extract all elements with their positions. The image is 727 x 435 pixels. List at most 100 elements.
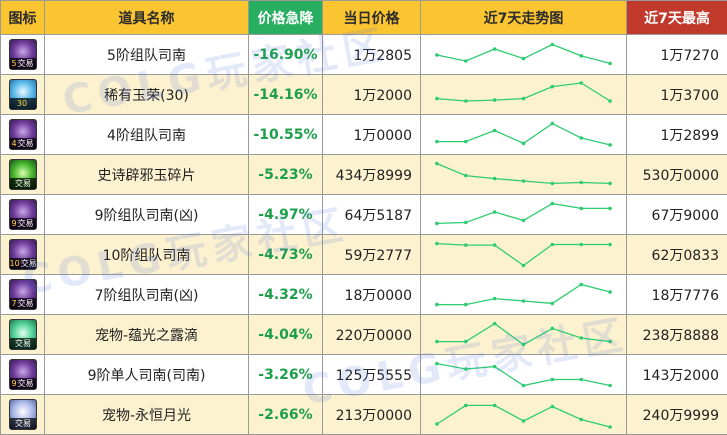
max-price: 62万0833 — [627, 235, 727, 275]
header-name[interactable]: 道具名称 — [45, 1, 249, 35]
price-drop: -4.97% — [249, 195, 323, 235]
tag-number: 9 — [11, 379, 16, 388]
header-trend[interactable]: 近7天走势图 — [421, 1, 627, 35]
tag-number: 30 — [17, 99, 27, 108]
trend-line — [437, 323, 610, 344]
max-price: 530万0000 — [627, 155, 727, 195]
trend-point — [435, 241, 439, 245]
max-price: 238万8888 — [627, 315, 727, 355]
trend-cell — [421, 75, 627, 115]
current-price: 64万5187 — [323, 195, 421, 235]
trend-point — [435, 53, 439, 57]
current-price: 1万0000 — [323, 115, 421, 155]
price-drop: -3.26% — [249, 355, 323, 395]
header-price[interactable]: 当日价格 — [323, 1, 421, 35]
trend-cell — [421, 355, 627, 395]
trend-point — [464, 99, 468, 103]
tag-number: 9 — [11, 219, 16, 228]
current-price: 434万8999 — [323, 155, 421, 195]
purple-gear-icon: 9交易 — [9, 359, 37, 390]
trade-tag: 4交易 — [10, 138, 36, 149]
trend-point — [464, 243, 468, 247]
trend-line — [437, 44, 610, 63]
trend-point — [493, 47, 497, 51]
teal-drop-icon: 交易 — [9, 319, 37, 350]
trend-point — [579, 242, 583, 246]
price-drop: -2.66% — [249, 395, 323, 435]
trend-cell — [421, 155, 627, 195]
icon-cell: 交易 — [1, 155, 45, 195]
tag-text: 交易 — [18, 139, 34, 148]
price-drop: -10.55% — [249, 115, 323, 155]
trend-sparkline — [421, 156, 626, 194]
header-max[interactable]: 近7天最高 — [627, 1, 727, 35]
tag-text: 交易 — [15, 339, 31, 348]
trend-point — [522, 263, 526, 267]
tag-text: 交易 — [21, 259, 37, 268]
trend-point — [579, 54, 583, 58]
icon-cell: 10交易 — [1, 235, 45, 275]
item-name: 5阶组队司南 — [45, 35, 249, 75]
trend-point — [493, 296, 497, 300]
trend-sparkline — [421, 356, 626, 394]
trend-line — [437, 363, 610, 385]
tag-text: 交易 — [18, 379, 34, 388]
trend-sparkline — [421, 276, 626, 314]
purple-gear-icon: 5交易 — [9, 39, 37, 70]
trend-point — [579, 377, 583, 381]
trend-point — [522, 96, 526, 100]
max-price: 240万9999 — [627, 395, 727, 435]
max-price: 18万7776 — [627, 275, 727, 315]
trade-tag: 5交易 — [10, 58, 36, 69]
trend-point — [522, 179, 526, 183]
trend-point — [551, 377, 555, 381]
item-name: 宠物-蕴光之露滴 — [45, 315, 249, 355]
item-name: 7阶组队司南(凶) — [45, 275, 249, 315]
trade-tag: 交易 — [10, 178, 36, 189]
current-price: 220万0000 — [323, 315, 421, 355]
max-price: 1万3700 — [627, 75, 727, 115]
trade-tag: 30 — [10, 98, 36, 109]
trend-point — [608, 143, 612, 147]
header-drop[interactable]: 价格急降 — [249, 1, 323, 35]
header-icon[interactable]: 图标 — [1, 1, 45, 35]
trend-point — [435, 139, 439, 143]
trend-point — [435, 302, 439, 306]
trend-point — [464, 59, 468, 63]
trend-point — [464, 339, 468, 343]
trend-point — [579, 180, 583, 184]
item-name: 4阶组队司南 — [45, 115, 249, 155]
trend-sparkline — [421, 396, 626, 434]
icon-cell: 交易 — [1, 315, 45, 355]
trend-cell — [421, 115, 627, 155]
current-price: 1万2000 — [323, 75, 421, 115]
trend-point — [522, 56, 526, 60]
trend-point — [608, 242, 612, 246]
trend-point — [464, 403, 468, 407]
trend-point — [551, 84, 555, 88]
trade-tag: 交易 — [10, 338, 36, 349]
trend-point — [522, 383, 526, 387]
tag-text: 交易 — [18, 219, 34, 228]
tag-number: 5 — [11, 59, 16, 68]
trend-point — [551, 201, 555, 205]
trend-point — [435, 422, 439, 426]
purple-gear-icon: 10交易 — [9, 239, 37, 270]
trend-point — [551, 42, 555, 46]
tag-text: 交易 — [18, 59, 34, 68]
icon-cell: 7交易 — [1, 275, 45, 315]
trend-point — [435, 161, 439, 165]
trend-point — [435, 221, 439, 225]
trend-sparkline — [421, 196, 626, 234]
trend-cell — [421, 235, 627, 275]
